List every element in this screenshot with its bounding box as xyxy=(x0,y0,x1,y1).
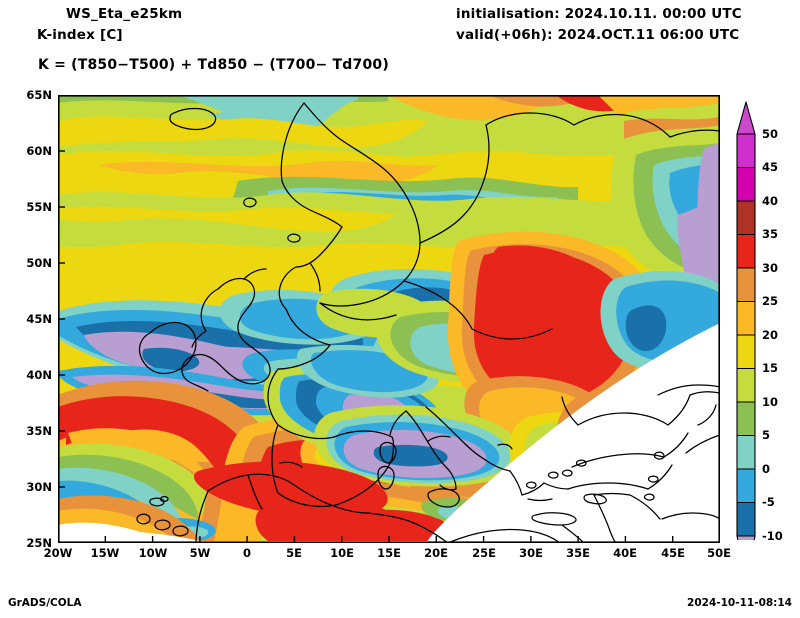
x-tick-label: 50E xyxy=(707,546,731,560)
colorbar-tick-label: 45 xyxy=(762,160,779,174)
field-name-label: K-index [C] xyxy=(37,27,123,43)
x-tick-label: 0 xyxy=(242,546,252,560)
colorbar-band xyxy=(736,468,756,504)
colorbar-tick-label: -10 xyxy=(762,529,783,543)
colorbar-band xyxy=(736,166,756,202)
y-tick-label: 60N xyxy=(26,144,52,158)
map-svg xyxy=(58,95,720,543)
x-tick-label: 10E xyxy=(330,546,354,560)
colorbar-band xyxy=(736,501,756,537)
colorbar-band xyxy=(736,434,756,470)
colorbar-band xyxy=(736,233,756,269)
colorbar-band xyxy=(736,401,756,437)
colorbar-band xyxy=(736,334,756,370)
x-tick-label: 35E xyxy=(566,546,590,560)
colorbar-tick-label: 40 xyxy=(762,194,779,208)
colorbar-tick-label: 30 xyxy=(762,261,779,275)
x-tick-label: 15W xyxy=(90,546,120,560)
x-tick-label: 10W xyxy=(138,546,168,560)
colorbar-svg xyxy=(736,101,756,540)
x-tick-label: 15E xyxy=(377,546,401,560)
x-tick-label: 20E xyxy=(424,546,448,560)
formula-label: K = (T850−T500) + Td850 − (T700− Td700) xyxy=(38,57,389,73)
colorbar-band xyxy=(736,133,756,169)
y-tick-label: 45N xyxy=(26,312,52,326)
k-index-contour-map xyxy=(58,95,720,543)
coastlines xyxy=(136,102,720,543)
credit-label: GrADS/COLA xyxy=(8,597,82,609)
colorbar-band-under xyxy=(736,535,756,540)
x-tick-label: 20W xyxy=(43,546,73,560)
colorbar-tick-label: 35 xyxy=(762,227,779,241)
colorbar-band xyxy=(736,267,756,303)
colorbar-band-over xyxy=(736,101,756,135)
y-tick-label: 50N xyxy=(26,256,52,270)
y-tick-label: 25N xyxy=(26,536,52,550)
y-tick-label: 30N xyxy=(26,480,52,494)
x-tick-label: 40E xyxy=(613,546,637,560)
x-tick-label: 30E xyxy=(519,546,543,560)
colorbar-tick-label: 20 xyxy=(762,328,779,342)
colorbar-tick-label: 25 xyxy=(762,294,779,308)
colorbar-tick-label: 15 xyxy=(762,361,779,375)
generated-timestamp-label: 2024-10-11-08:14 xyxy=(687,597,792,609)
colorbar-band xyxy=(736,300,756,336)
x-tick-label: 45E xyxy=(661,546,685,560)
colorbar-band xyxy=(736,367,756,403)
x-tick-label: 5E xyxy=(286,546,302,560)
contour-field xyxy=(58,95,720,543)
y-tick-label: 40N xyxy=(26,368,52,382)
x-tick-label: 25E xyxy=(472,546,496,560)
colorbar-tick-label: 0 xyxy=(762,462,771,476)
y-tick-label: 65N xyxy=(26,88,52,102)
initialisation-time-label: initialisation: 2024.10.11. 00:00 UTC xyxy=(456,6,742,22)
colorbar-tick-label: 50 xyxy=(762,127,779,141)
x-tick-label: 5W xyxy=(189,546,211,560)
colorbar xyxy=(735,100,757,540)
colorbar-tick-label: -5 xyxy=(762,495,775,509)
valid-time-label: valid(+06h): 2024.OCT.11 06:00 UTC xyxy=(456,27,740,43)
colorbar-band xyxy=(736,200,756,236)
colorbar-tick-label: 5 xyxy=(762,428,771,442)
model-name-label: WS_Eta_e25km xyxy=(66,6,183,22)
y-tick-label: 55N xyxy=(26,200,52,214)
y-tick-label: 35N xyxy=(26,424,52,438)
colorbar-tick-label: 10 xyxy=(762,395,779,409)
